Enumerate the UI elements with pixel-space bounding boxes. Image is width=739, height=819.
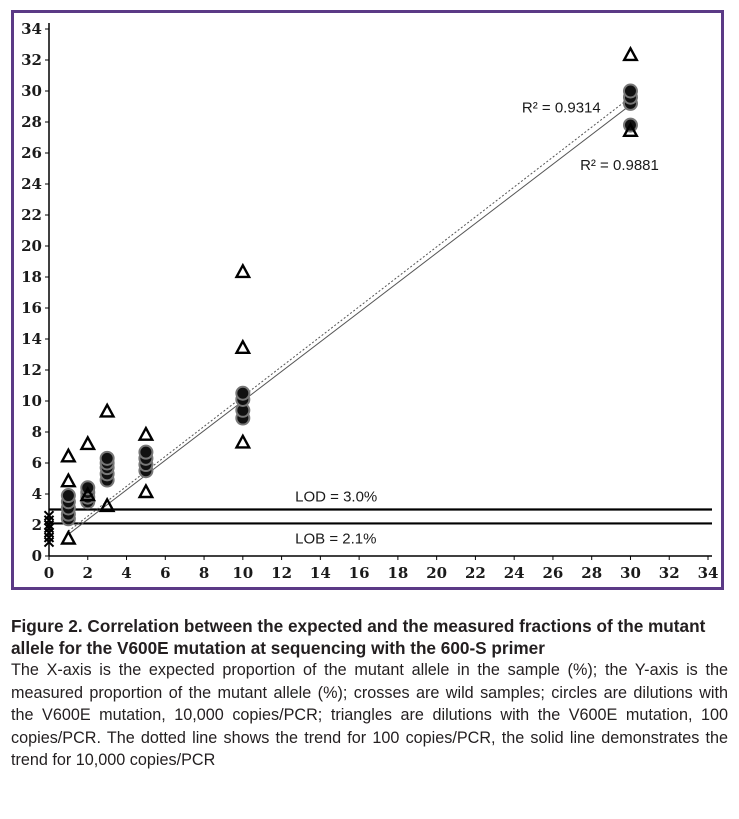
circle-point (99, 450, 115, 466)
x-tick-label: 14 (310, 564, 331, 582)
x-tick-label: 20 (426, 564, 447, 582)
data-points (43, 45, 639, 548)
x-tick-label: 6 (160, 564, 170, 582)
x-tick-label: 18 (387, 564, 408, 582)
x-tick-label: 4 (121, 564, 131, 582)
y-tick-label: 24 (21, 175, 42, 193)
x-tick-label: 0 (44, 564, 54, 582)
figure-caption: Figure 2. Correlation between the expect… (11, 615, 728, 772)
triangle-point (622, 45, 639, 62)
hline-label-0: LOD = 3.0% (295, 489, 377, 506)
triangle-point (60, 447, 77, 463)
cross-stroke (43, 522, 55, 534)
figure-frame: 0 2 4 6 8 10 12 14 16 18 20 22 24 26 28 30 32 34 0 2 4 6 8 10 12… (11, 10, 724, 590)
x-tick-label: 10 (232, 564, 253, 582)
x-tick-label: 2 (83, 564, 93, 582)
caption-title: Figure 2. Correlation between the expect… (11, 616, 706, 658)
cross-point (43, 522, 55, 534)
y-tick-label: 14 (21, 330, 42, 348)
caption-body: The X-axis is the expected proportion of… (11, 661, 728, 769)
circle-point (622, 83, 638, 99)
r2-label-dotted: R² = 0.9314 (522, 100, 601, 117)
y-tick-label: 28 (21, 113, 42, 131)
cross-point (43, 510, 55, 521)
circle-point (60, 488, 76, 504)
triangle-point (622, 121, 639, 138)
triangle-point (79, 434, 97, 451)
trendline-solid (68, 104, 631, 535)
scatter-chart: 0 2 4 6 8 10 12 14 16 18 20 22 24 26 28 30 32 34024681012… (21, 20, 718, 582)
triangle-point (60, 472, 77, 488)
y-tick-label: 16 (21, 299, 42, 317)
cross-stroke (43, 510, 55, 521)
hline-label-1: LOB = 2.1% (295, 530, 376, 547)
axes: 0 2 4 6 8 10 12 14 16 18 20 22 24 26 28 30 32 34024681012… (21, 20, 718, 582)
y-tick-label: 30 (21, 82, 42, 100)
triangle-point (98, 496, 116, 513)
y-tick-label: 18 (21, 268, 42, 286)
triangle-point (137, 482, 155, 499)
y-tick-label: 12 (21, 361, 42, 379)
x-tick-label: 24 (504, 564, 525, 582)
y-tick-label: 4 (32, 485, 42, 503)
x-tick-label: 8 (199, 564, 209, 582)
trendlines (68, 96, 631, 535)
x-tick-label: 12 (271, 564, 292, 582)
annotations: LOD = 3.0% LOB = 2.1% R² = 0.9314 R² = 0.98… (295, 100, 659, 548)
y-tick-label: 6 (32, 454, 42, 472)
cross-stroke (43, 536, 55, 548)
y-tick-label: 22 (21, 206, 42, 224)
r2-label-solid: R² = 0.9881 (580, 157, 659, 174)
y-tick-label: 26 (21, 144, 42, 162)
x-tick-label: 32 (659, 564, 680, 582)
y-tick-label: 20 (21, 237, 42, 255)
y-tick-label: 10 (21, 392, 42, 410)
x-tick-label: 34 (698, 564, 719, 582)
triangle-point (79, 486, 97, 502)
triangle-point (234, 338, 252, 355)
triangle-point (137, 425, 155, 441)
reference-lines (49, 508, 712, 525)
x-tick-label: 16 (349, 564, 370, 582)
y-tick-label: 34 (21, 20, 42, 38)
cross-point (43, 536, 55, 548)
x-tick-label: 22 (465, 564, 486, 582)
circle-point (235, 385, 251, 401)
triangle-point (98, 402, 116, 418)
triangle-point (234, 433, 252, 449)
triangle-point (60, 529, 77, 545)
x-tick-label: 28 (581, 564, 602, 582)
x-tick-label: 26 (543, 564, 564, 582)
x-tick-label: 30 (620, 564, 641, 582)
y-tick-label: 8 (32, 423, 42, 441)
circle-point (138, 444, 154, 460)
y-tick-label: 2 (32, 516, 42, 534)
y-tick-label: 0 (32, 547, 42, 565)
triangle-point (234, 262, 252, 279)
y-tick-label: 32 (21, 51, 42, 69)
